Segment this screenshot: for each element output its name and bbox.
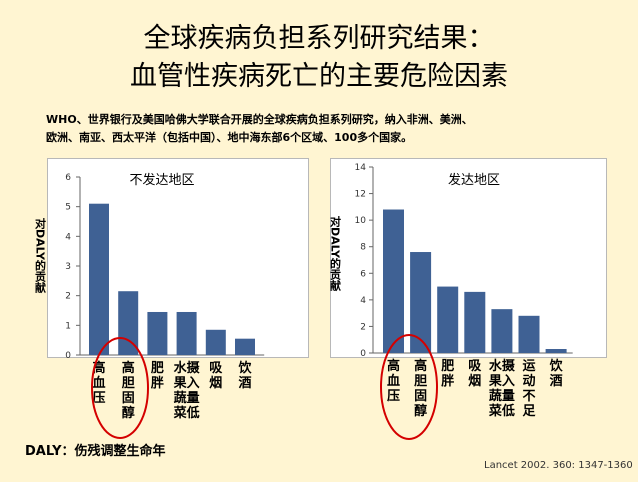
category-label-char: 高 [122, 360, 135, 376]
highlight-circle [91, 337, 149, 439]
bar-吸烟 [205, 329, 226, 355]
y-tick-label: 0 [65, 351, 71, 361]
y-tick-label: 0 [360, 349, 366, 359]
bar-水果蔬菜摄入量低 [491, 309, 513, 353]
highlight-circle [380, 334, 438, 440]
category-label-char: 胆 [414, 374, 427, 389]
reference-citation: Lancet 2002. 360: 1347-1360 [484, 460, 633, 471]
category-label-char: 水 [489, 358, 503, 374]
intro-paragraph: WHO、世界银行及美国哈佛大学联合开展的全球疾病负担系列研究，纳入非洲、美洲、 … [46, 111, 621, 147]
category-label-char: 醇 [122, 405, 135, 421]
category-label-char: 酒 [550, 374, 563, 389]
category-label-char: 酒 [238, 376, 251, 391]
category-label-char: 高 [387, 358, 400, 374]
y-tick-label: 12 [355, 190, 366, 200]
category-label-char: 低 [501, 403, 515, 419]
bar-饮酒 [545, 349, 567, 353]
category-label-char: 胆 [122, 376, 135, 391]
category-label-char: 果 [173, 376, 187, 391]
category-label-char: 胖 [440, 373, 454, 389]
category-label-char: 入 [502, 374, 515, 389]
category-label-char: 饮 [549, 358, 564, 374]
category-label-char: 不 [522, 389, 535, 404]
category-label-char: 压 [387, 389, 400, 404]
category-label-char: 入 [187, 376, 200, 391]
chart-group-0: 不发达地区对DALY的贡献0123456高血压高胆固醇肥胖水果蔬菜摄入量低吸烟饮… [34, 172, 265, 439]
y-tick-label: 3 [65, 262, 71, 272]
category-label-char: 高 [414, 358, 427, 374]
category-label-char: 菜 [488, 403, 502, 419]
y-tick-label: 6 [360, 269, 366, 279]
category-label-char: 动 [522, 374, 535, 389]
y-tick-label: 2 [360, 322, 366, 332]
category-label-char: 量 [187, 391, 200, 406]
slide-title-line-2: 血管性疾病死亡的主要危险因素 [130, 61, 508, 92]
category-label-char: 肥 [151, 360, 164, 376]
category-label-char: 摄 [502, 358, 516, 374]
category-label-char: 水 [174, 360, 188, 376]
category-label-char: 吸 [209, 361, 223, 376]
category-label-char: 胖 [150, 375, 164, 391]
chart-title: 发达地区 [448, 172, 500, 188]
daly-footnote: DALY：伤残调整生命年 [25, 444, 166, 459]
category-label-char: 吸 [468, 359, 482, 374]
y-tick-label: 10 [355, 216, 367, 226]
category-label-char: 肥 [441, 358, 454, 374]
y-tick-label: 5 [65, 203, 71, 213]
category-label-char: 菜 [173, 405, 187, 421]
y-tick-label: 14 [355, 163, 367, 173]
y-tick-label: 4 [65, 232, 71, 242]
category-label-char: 血 [92, 375, 105, 391]
y-tick-label: 1 [65, 321, 71, 331]
category-label-char: 烟 [468, 374, 481, 389]
y-axis-label: 对DALY的贡献 [34, 217, 47, 294]
bar-运动不足 [518, 315, 540, 353]
category-label-char: 烟 [209, 376, 222, 391]
category-label-char: 运 [522, 359, 535, 374]
bar-肥胖 [437, 286, 459, 353]
category-label-char: 蔬 [489, 388, 502, 404]
category-label-char: 饮 [237, 360, 252, 376]
category-label-char: 量 [502, 389, 515, 404]
bar-肥胖 [147, 311, 168, 355]
category-label-char: 醇 [414, 403, 427, 419]
bar-高血压 [383, 209, 404, 353]
bar-饮酒 [235, 338, 255, 355]
category-label-char: 摄 [187, 360, 201, 376]
bar-高胆固醇 [410, 252, 432, 353]
category-label-char: 血 [387, 373, 400, 389]
bar-高血压 [89, 203, 109, 355]
slide-title-line-1: 全球疾病负担系列研究结果： [143, 23, 495, 54]
category-label-char: 低 [186, 405, 200, 421]
category-label-char: 足 [522, 404, 536, 419]
category-label-char: 固 [122, 391, 135, 406]
intro-line-2: 欧洲、南亚、西太平洋（包括中国）、地中海东部6个区域、100多个国家。 [46, 131, 413, 144]
y-tick-label: 6 [65, 173, 71, 183]
y-tick-label: 2 [65, 292, 71, 302]
category-label-char: 果 [488, 374, 502, 389]
y-tick-label: 4 [360, 296, 366, 306]
y-tick-label: 8 [360, 243, 366, 253]
bar-水果蔬菜摄入量低 [176, 311, 197, 355]
category-label-char: 固 [414, 389, 427, 404]
chart-title: 不发达地区 [129, 172, 194, 188]
category-label-char: 压 [92, 391, 105, 406]
y-axis-label: 对DALY的贡献 [329, 215, 342, 292]
intro-line-1: WHO、世界银行及美国哈佛大学联合开展的全球疾病负担系列研究，纳入非洲、美洲、 [46, 113, 473, 126]
bar-吸烟 [464, 291, 486, 353]
category-label-char: 蔬 [174, 390, 187, 406]
